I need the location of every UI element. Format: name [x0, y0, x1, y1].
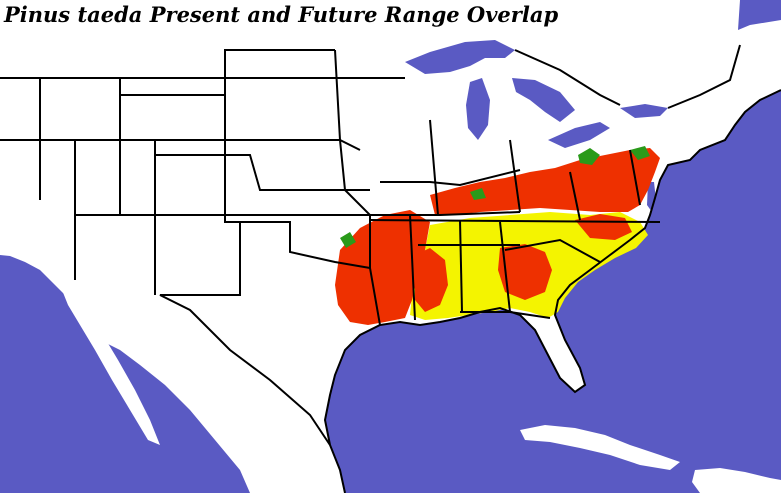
border-line-2 — [75, 211, 521, 216]
range-future-only-kentucky — [470, 188, 486, 200]
lake-michigan — [466, 78, 490, 140]
border-line-17 — [409, 214, 416, 321]
baja-california — [62, 290, 160, 445]
range-future-only-arkansas — [340, 232, 356, 248]
range-present-only-carolinas — [575, 214, 632, 240]
cuba — [520, 425, 680, 470]
range-present-only-georgia — [498, 244, 552, 300]
lake-huron — [512, 78, 575, 122]
map-title: Pinus taeda Present and Future Range Ove… — [4, 2, 559, 27]
border-line-16 — [334, 49, 381, 326]
border-line-6 — [155, 154, 370, 191]
border-line-18 — [429, 119, 439, 216]
border-line-4 — [240, 221, 371, 269]
lake-superior — [405, 40, 515, 74]
border-line-19 — [459, 219, 463, 313]
border-line-3 — [369, 219, 661, 223]
border-line-9 — [504, 238, 601, 263]
range-present-only-north — [430, 148, 660, 215]
border-line-20 — [499, 221, 511, 313]
border-line-23 — [629, 149, 641, 206]
range-future-only-ohio — [578, 148, 600, 165]
range-future-only-pennsylvania — [630, 146, 650, 160]
texas-border — [159, 222, 331, 446]
lake-erie — [548, 122, 610, 148]
border-line-22 — [569, 171, 581, 221]
border-line-21 — [509, 139, 521, 213]
coastline — [323, 89, 781, 493]
range-present-only-mississippi — [415, 248, 448, 312]
lake-ontario — [620, 104, 668, 118]
hispaniola — [692, 468, 781, 493]
border-line-7 — [380, 169, 521, 187]
range-present-only-west — [335, 210, 430, 325]
state-borders — [0, 44, 741, 446]
